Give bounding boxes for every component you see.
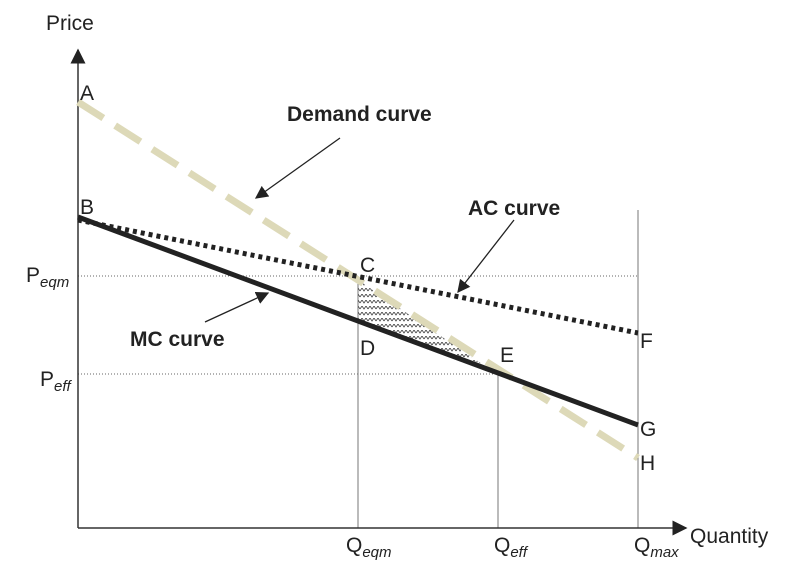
y-axis-label: Price <box>46 12 94 35</box>
mc-curve <box>77 214 639 428</box>
quantity-level: Qmax <box>634 534 679 561</box>
sub: max <box>650 544 679 561</box>
sub: eqm <box>40 274 69 291</box>
main: Q <box>634 534 650 557</box>
main: P <box>26 264 40 287</box>
curve-label: AC curve <box>468 197 560 220</box>
main: Q <box>346 534 362 557</box>
sub: eff <box>510 544 529 561</box>
point-label: D <box>360 337 375 360</box>
point-label: A <box>80 82 94 105</box>
point-label: G <box>640 418 656 441</box>
demand-curve <box>76 99 640 461</box>
point-label: H <box>640 452 655 475</box>
quantity-level: Qeqm <box>346 534 392 561</box>
pointers <box>204 137 515 323</box>
point-label: E <box>500 344 514 367</box>
point-label: F <box>640 330 653 353</box>
main: Q <box>494 534 510 557</box>
point-label: B <box>80 196 94 219</box>
axes <box>70 48 688 536</box>
curve-label: MC curve <box>130 328 225 351</box>
price-level: Peqm <box>26 264 69 291</box>
x-axis-label: Quantity <box>690 525 769 548</box>
point-label: C <box>360 254 375 277</box>
quantity-level: Qeff <box>494 534 529 561</box>
sub: eff <box>54 378 73 395</box>
curve-label: Demand curve <box>287 103 432 126</box>
main: P <box>40 368 54 391</box>
price-level: Peff <box>40 368 73 395</box>
sub: eqm <box>362 544 391 561</box>
